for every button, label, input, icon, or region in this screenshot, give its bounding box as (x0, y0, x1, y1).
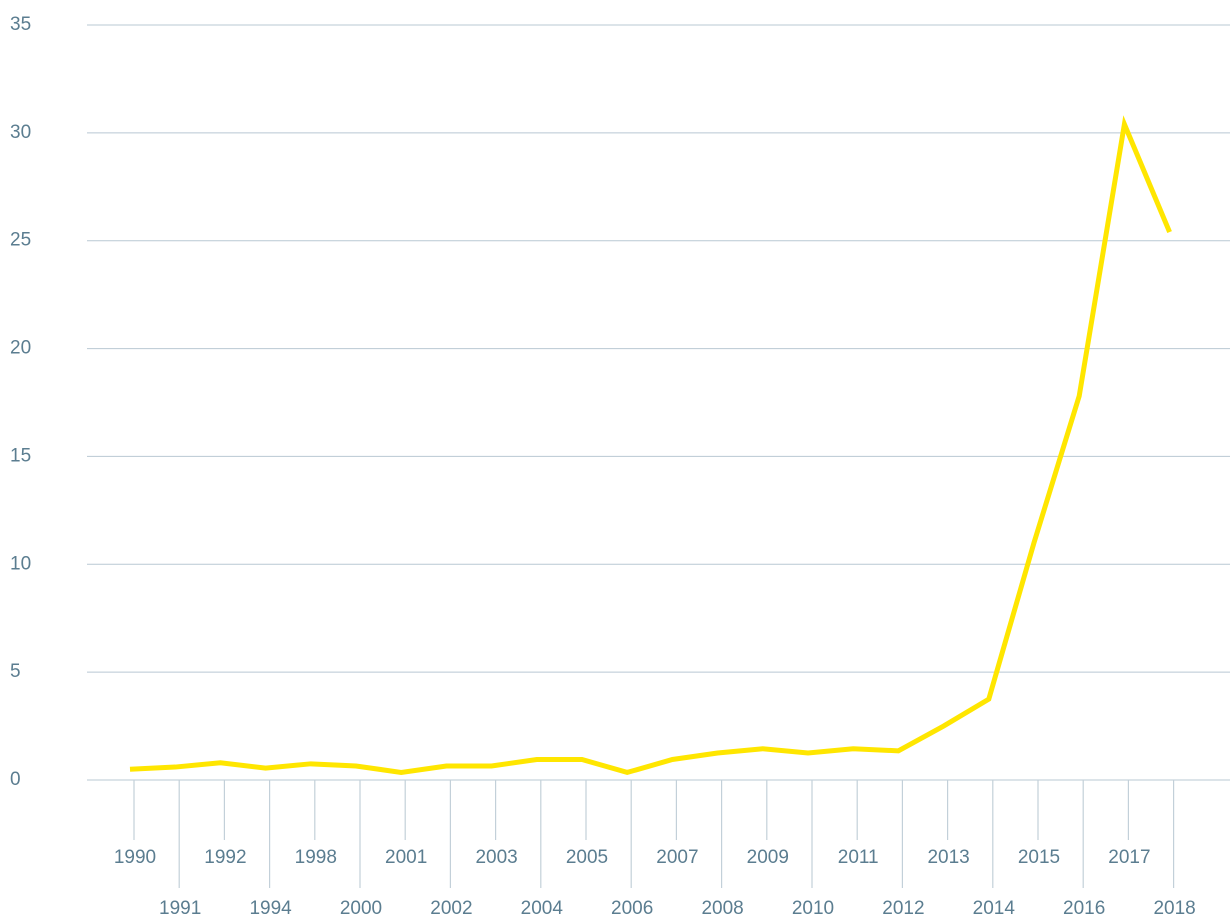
x-tick-label: 2018 (1153, 898, 1195, 919)
x-tick-label: 2002 (430, 898, 472, 919)
x-tick-label: 2016 (1063, 898, 1105, 919)
y-tick-label: 5 (10, 661, 21, 682)
y-tick-label: 0 (10, 769, 21, 790)
x-tick-label: 2001 (385, 847, 427, 868)
x-tick-label: 2004 (521, 898, 564, 919)
x-tick-label: 2003 (475, 847, 517, 868)
y-tick-label: 35 (10, 14, 31, 35)
x-tick-label: 2013 (927, 847, 969, 868)
x-tick-label: 2009 (747, 847, 789, 868)
y-tick-label: 20 (10, 338, 31, 359)
x-tick-label: 2014 (973, 898, 1016, 919)
x-tick-label: 2008 (701, 898, 743, 919)
x-tick-label: 2006 (611, 898, 653, 919)
x-tick-label: 1991 (159, 898, 201, 919)
x-tick-label: 2005 (566, 847, 608, 868)
x-tick-label: 1998 (295, 847, 337, 868)
y-tick-label: 30 (10, 122, 31, 143)
x-tick-label: 2017 (1108, 847, 1150, 868)
x-tick-label: 2015 (1018, 847, 1060, 868)
y-tick-label: 10 (10, 553, 31, 574)
y-tick-label: 15 (10, 445, 31, 466)
x-tick-label: 2012 (882, 898, 924, 919)
x-tick-label: 2010 (792, 898, 834, 919)
x-tick-label: 2000 (340, 898, 382, 919)
y-tick-label: 25 (10, 230, 31, 251)
x-tick-label: 1992 (204, 847, 246, 868)
data-line (129, 115, 1172, 776)
x-tick-label: 2011 (838, 847, 879, 868)
x-tick-label: 1990 (114, 847, 156, 868)
x-tick-label: 2007 (656, 847, 698, 868)
x-tick-label: 1994 (249, 898, 292, 919)
